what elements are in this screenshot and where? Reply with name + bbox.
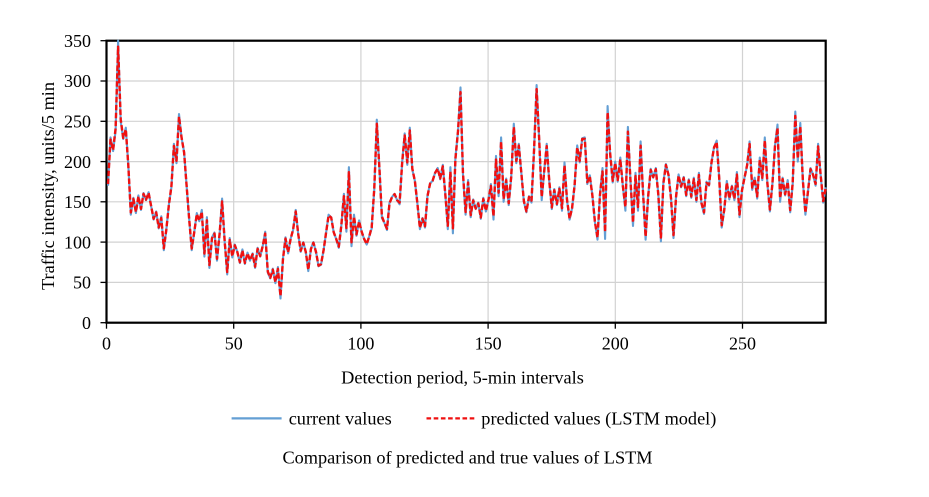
svg-text:250: 250 xyxy=(729,334,756,354)
svg-text:predicted values (LSTM model): predicted values (LSTM model) xyxy=(481,408,716,429)
svg-text:0: 0 xyxy=(102,334,111,354)
svg-text:300: 300 xyxy=(64,71,91,91)
svg-text:200: 200 xyxy=(602,334,629,354)
svg-text:Comparison of predicted and tr: Comparison of predicted and true values … xyxy=(282,448,652,468)
svg-text:200: 200 xyxy=(64,152,91,172)
svg-text:100: 100 xyxy=(64,232,91,252)
svg-text:current values: current values xyxy=(289,408,392,428)
svg-text:350: 350 xyxy=(64,31,91,51)
svg-text:50: 50 xyxy=(225,334,243,354)
svg-text:Detection period, 5-min interv: Detection period, 5-min intervals xyxy=(341,368,584,388)
svg-text:150: 150 xyxy=(64,192,91,212)
svg-text:0: 0 xyxy=(82,313,91,333)
svg-text:Traffic intensity, units/5 min: Traffic intensity, units/5 min xyxy=(38,82,58,290)
svg-text:250: 250 xyxy=(64,112,91,132)
svg-text:50: 50 xyxy=(73,273,91,293)
svg-text:100: 100 xyxy=(347,334,374,354)
svg-text:150: 150 xyxy=(475,334,502,354)
